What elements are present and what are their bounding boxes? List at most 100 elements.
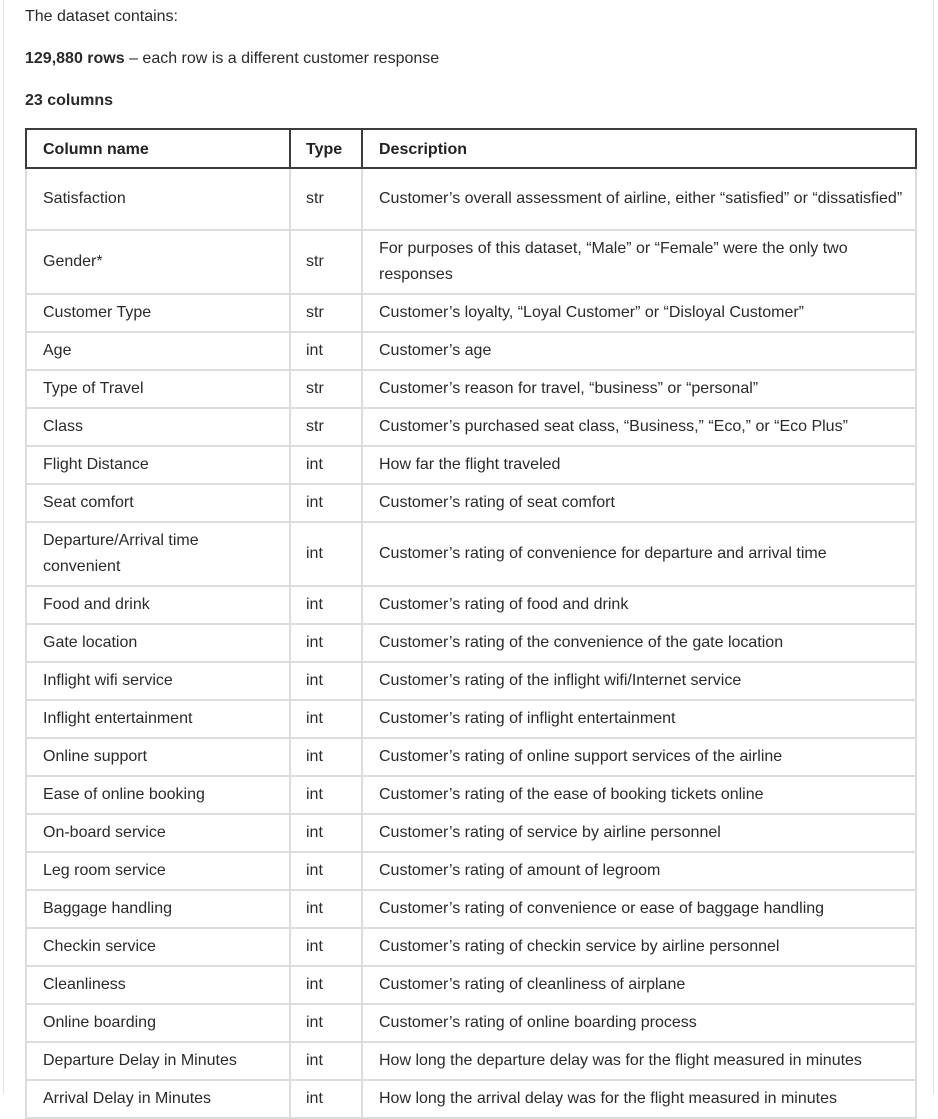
table-row: Inflight wifi service int Customer’s ratin… (25, 661, 917, 701)
cell-column-name: Food and drink (25, 585, 291, 625)
cell-type: int (289, 1003, 363, 1043)
table-row: Class str Customer’s purchased seat class,… (25, 407, 917, 447)
cell-column-name: Age (25, 331, 291, 371)
cell-description: Customer’s rating of the ease of booking… (361, 775, 917, 815)
cell-column-name: Type of Travel (25, 369, 291, 409)
cell-column-name: On-board service (25, 813, 291, 853)
cell-description: Customer’s rating of the convenience of … (361, 623, 917, 663)
rows-summary: 129,880 rows – each row is a different c… (25, 48, 439, 70)
cell-type: int (289, 661, 363, 701)
cell-description: Customer’s rating of inflight entertainm… (361, 699, 917, 739)
table-row: Cleanliness int Customer’s rating of clean… (25, 965, 917, 1005)
cell-type: int (289, 331, 363, 371)
cell-description: Customer’s loyalty, “Loyal Customer” or … (361, 293, 917, 333)
cell-column-name: Gender* (25, 229, 291, 295)
table-row: Satisfaction str Customer’s overall assess… (25, 167, 917, 231)
cell-description: Customer’s age (361, 331, 917, 371)
table-row: Food and drink int Customer’s rating of fo… (25, 585, 917, 625)
cell-description: Customer’s rating of online boarding pro… (361, 1003, 917, 1043)
table-row: Leg room service int Customer’s rating of … (25, 851, 917, 891)
cell-description: Customer’s overall assessment of airline… (361, 167, 917, 231)
columns-count: 23 columns (25, 92, 114, 109)
cell-description: Customer’s rating of service by airline … (361, 813, 917, 853)
cell-description: Customer’s rating of seat comfort (361, 483, 917, 523)
table-body: Satisfaction str Customer’s overall assess… (25, 167, 917, 1119)
cell-description: For purposes of this dataset, “Male” or … (361, 229, 917, 295)
cell-type: str (289, 369, 363, 409)
cell-type: int (289, 445, 363, 485)
table-row: Ease of online booking int Customer’s rati… (25, 775, 917, 815)
document-frame (3, 0, 934, 1094)
cell-type: int (289, 775, 363, 815)
cell-column-name: Online boarding (25, 1003, 291, 1043)
columns-summary: 23 columns (25, 90, 113, 112)
cell-column-name: Leg room service (25, 851, 291, 891)
cell-type: int (289, 623, 363, 663)
cell-description: Customer’s rating of convenience for dep… (361, 521, 917, 587)
table-row: Departure Delay in Minutes int How long th… (25, 1041, 917, 1081)
table-row: Arrival Delay in Minutes int How long the … (25, 1079, 917, 1119)
cell-column-name: Online support (25, 737, 291, 777)
cell-description: Customer’s rating of the inflight wifi/I… (361, 661, 917, 701)
cell-column-name: Customer Type (25, 293, 291, 333)
cell-description: How long the arrival delay was for the f… (361, 1079, 917, 1119)
cell-type: int (289, 889, 363, 929)
dataset-columns-table: Column name Type Description Satisfactio… (25, 128, 917, 1119)
cell-column-name: Inflight entertainment (25, 699, 291, 739)
table-row: Customer Type str Customer’s loyalty, “Loy… (25, 293, 917, 333)
cell-column-name: Baggage handling (25, 889, 291, 929)
cell-column-name: Departure Delay in Minutes (25, 1041, 291, 1081)
cell-type: int (289, 737, 363, 777)
intro-text: The dataset contains: (25, 8, 178, 25)
cell-type: int (289, 585, 363, 625)
rows-count: 129,880 rows (25, 50, 125, 67)
cell-description: Customer’s reason for travel, “business”… (361, 369, 917, 409)
table-row: Gate location int Customer’s rating of the… (25, 623, 917, 663)
table-row: Gender* str For purposes of this dataset, … (25, 229, 917, 295)
table-row: Type of Travel str Customer’s reason for t… (25, 369, 917, 409)
cell-type: int (289, 1079, 363, 1119)
table-row: Flight Distance int How far the flight tra… (25, 445, 917, 485)
cell-type: str (289, 407, 363, 447)
cell-description: Customer’s rating of food and drink (361, 585, 917, 625)
table-row: Age int Customer’s age (25, 331, 917, 371)
cell-column-name: Departure/Arrival time convenient (25, 521, 291, 587)
cell-description: How long the departure delay was for the… (361, 1041, 917, 1081)
cell-column-name: Seat comfort (25, 483, 291, 523)
table-row: Departure/Arrival time convenient int Cust… (25, 521, 917, 587)
table-row: On-board service int Customer’s rating of … (25, 813, 917, 853)
table-row: Online support int Customer’s rating of on… (25, 737, 917, 777)
cell-description: Customer’s rating of amount of legroom (361, 851, 917, 891)
cell-column-name: Class (25, 407, 291, 447)
cell-type: int (289, 927, 363, 967)
cell-column-name: Satisfaction (25, 167, 291, 231)
cell-column-name: Cleanliness (25, 965, 291, 1005)
cell-type: int (289, 1041, 363, 1081)
rows-description: – each row is a different customer respo… (124, 50, 440, 67)
header-column-name: Column name (25, 128, 291, 169)
cell-column-name: Arrival Delay in Minutes (25, 1079, 291, 1119)
table-row: Seat comfort int Customer’s rating of seat… (25, 483, 917, 523)
cell-description: Customer’s rating of cleanliness of airp… (361, 965, 917, 1005)
table-row: Checkin service int Customer’s rating of c… (25, 927, 917, 967)
cell-description: Customer’s purchased seat class, “Busine… (361, 407, 917, 447)
cell-type: int (289, 813, 363, 853)
cell-type: str (289, 229, 363, 295)
cell-column-name: Gate location (25, 623, 291, 663)
cell-type: str (289, 293, 363, 333)
cell-column-name: Checkin service (25, 927, 291, 967)
cell-column-name: Ease of online booking (25, 775, 291, 815)
cell-type: int (289, 965, 363, 1005)
table-row: Baggage handling int Customer’s rating of … (25, 889, 917, 929)
cell-type: str (289, 167, 363, 231)
cell-type: int (289, 521, 363, 587)
cell-type: int (289, 851, 363, 891)
cell-description: Customer’s rating of checkin service by … (361, 927, 917, 967)
cell-description: Customer’s rating of convenience or ease… (361, 889, 917, 929)
cell-type: int (289, 699, 363, 739)
table-row: Online boarding int Customer’s rating of o… (25, 1003, 917, 1043)
header-description: Description (361, 128, 917, 169)
table-row: Inflight entertainment int Customer’s rati… (25, 699, 917, 739)
cell-column-name: Flight Distance (25, 445, 291, 485)
cell-description: How far the flight traveled (361, 445, 917, 485)
